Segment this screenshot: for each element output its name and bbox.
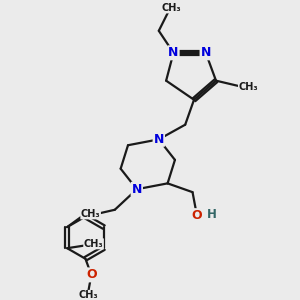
Text: CH₃: CH₃: [79, 290, 98, 300]
Text: O: O: [192, 209, 202, 222]
Text: N: N: [154, 133, 164, 146]
Text: N: N: [132, 183, 142, 196]
Text: N: N: [168, 46, 179, 59]
Text: H: H: [207, 208, 217, 221]
Text: CH₃: CH₃: [162, 3, 181, 13]
Text: N: N: [201, 46, 211, 59]
Text: O: O: [86, 268, 97, 281]
Text: CH₃: CH₃: [81, 209, 100, 219]
Text: CH₃: CH₃: [238, 82, 258, 92]
Text: CH₃: CH₃: [84, 239, 103, 249]
